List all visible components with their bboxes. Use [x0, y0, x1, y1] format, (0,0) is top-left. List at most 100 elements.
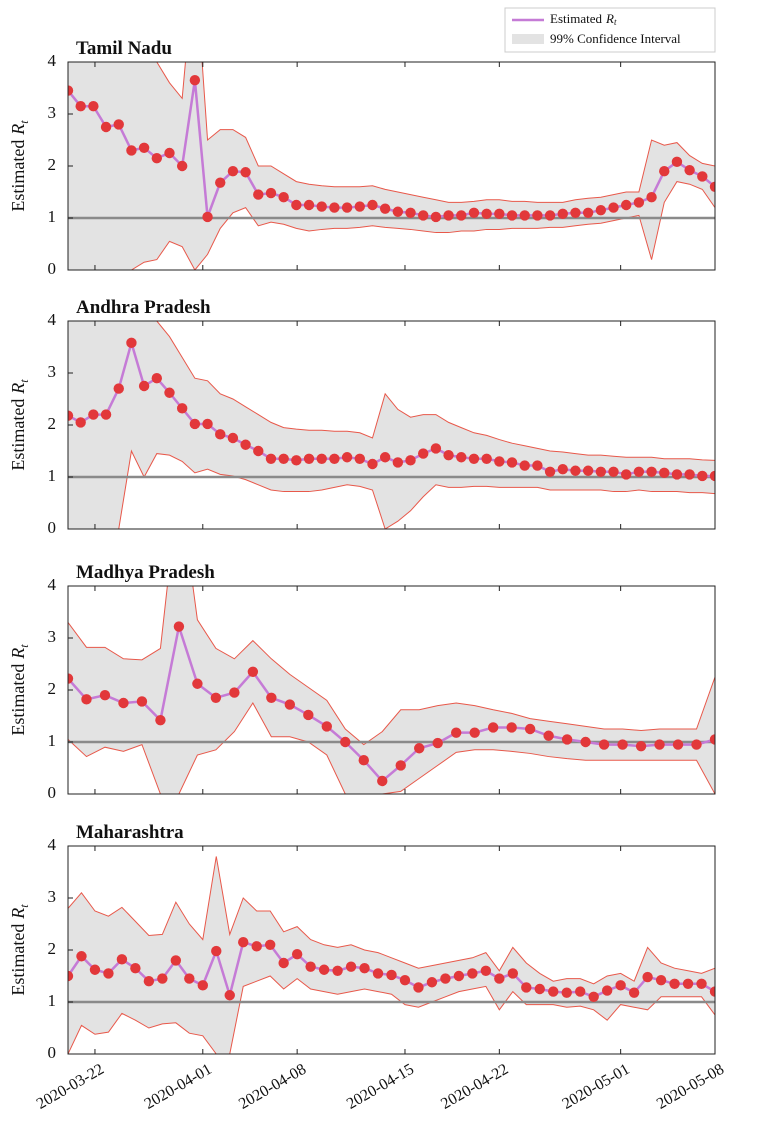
rt-point — [318, 964, 330, 975]
rt-point — [642, 971, 653, 983]
rt-point — [608, 466, 619, 477]
rt-point — [561, 987, 572, 998]
rt-point — [570, 207, 581, 218]
rt-point — [534, 983, 545, 995]
rt-point — [227, 166, 239, 177]
rt-point — [697, 171, 708, 182]
rt-point — [672, 739, 684, 750]
rt-point — [456, 452, 467, 463]
y-tick-label: 3 — [48, 362, 57, 381]
legend-band-label: 99% Confidence Interval — [550, 31, 681, 46]
rt-point — [247, 666, 259, 677]
rt-point — [709, 734, 715, 745]
rt-point — [253, 189, 264, 200]
x-tick-label: 2020-04-01 — [142, 1061, 215, 1113]
panel-title: Andhra Pradesh — [76, 297, 211, 318]
rt-point — [399, 974, 411, 986]
x-tick-label: 2020-04-08 — [236, 1061, 309, 1113]
rt-point — [655, 974, 667, 986]
rt-point — [405, 455, 416, 466]
rt-point — [684, 164, 695, 176]
rt-point — [494, 456, 505, 467]
rt-point — [68, 673, 74, 684]
band-lower-edge — [68, 975, 715, 1054]
rt-point — [519, 460, 530, 471]
rt-point — [671, 469, 683, 480]
rt-point — [468, 453, 480, 464]
rt-point — [155, 714, 166, 726]
rt-point — [443, 210, 454, 221]
rt-point — [379, 452, 391, 463]
rt-point — [143, 976, 155, 987]
rt-point — [709, 986, 715, 997]
rt-point — [81, 694, 92, 705]
plot-area — [68, 62, 715, 270]
rt-point — [211, 945, 222, 957]
rt-point — [601, 985, 613, 996]
y-axis-label: Estimated Rt — [8, 904, 31, 996]
legend-text: Estimated — [550, 11, 602, 26]
rt-point — [278, 453, 289, 464]
rt-point — [358, 755, 369, 766]
x-tick-label: 2020-05-01 — [559, 1061, 632, 1113]
rt-point — [561, 734, 573, 745]
rt-point — [303, 199, 315, 211]
rt-point — [89, 964, 101, 975]
panel: 0 1 2 3 4 Madhya Pradesh Estimated Rt — [8, 562, 716, 802]
rt-point — [367, 458, 378, 470]
y-label-symbol: R — [8, 383, 28, 395]
rt-point — [426, 977, 438, 988]
rt-point — [582, 207, 594, 218]
rt-point — [189, 75, 201, 86]
rt-point — [595, 466, 607, 477]
rt-point — [557, 464, 568, 475]
rt-point — [151, 153, 163, 164]
band-upper-edge — [156, 321, 715, 461]
rt-point — [709, 470, 715, 482]
rt-point — [544, 466, 556, 477]
rt-point — [646, 466, 657, 477]
rt-point — [682, 978, 694, 989]
rt-point — [189, 418, 201, 430]
y-tick-label: 3 — [48, 887, 57, 906]
rt-point — [481, 453, 492, 464]
rt-point — [197, 980, 208, 991]
rt-point — [468, 207, 480, 218]
rt-point — [414, 743, 425, 754]
rt-point — [215, 177, 226, 188]
rt-point — [68, 410, 74, 421]
rt-point — [628, 987, 640, 998]
y-label-symbol: R — [8, 648, 28, 660]
rt-point — [265, 453, 277, 464]
rt-point — [303, 453, 315, 464]
y-tick-label: 0 — [48, 259, 57, 278]
rt-point — [136, 696, 148, 707]
rt-point — [126, 337, 137, 349]
rt-point — [494, 973, 505, 984]
rt-point — [240, 167, 251, 178]
rt-point — [164, 147, 175, 159]
y-label-text: Estimated — [8, 399, 28, 471]
rt-point — [253, 445, 264, 457]
rt-point — [202, 418, 213, 430]
panel: 0 1 2 3 4 2020-03-22 2020-04-01 2020-04-08 2020-… — [8, 822, 727, 1113]
rt-point — [341, 202, 353, 213]
y-tick-label: 2 — [48, 155, 57, 174]
y-tick-label: 4 — [48, 575, 57, 594]
band-lower-edge — [68, 702, 715, 794]
rt-point — [633, 197, 645, 208]
rt-point — [524, 723, 536, 735]
rt-point — [697, 470, 708, 482]
rt-point — [251, 941, 262, 952]
rt-point — [103, 968, 114, 979]
rt-point — [100, 409, 112, 420]
y-label-subscript: t — [17, 644, 31, 648]
rt-point — [635, 740, 647, 752]
rt-point — [157, 973, 168, 984]
rt-point — [405, 207, 416, 218]
rt-point — [506, 210, 518, 221]
y-label-symbol: R — [8, 124, 28, 136]
rt-point — [430, 211, 442, 223]
panel-title: Tamil Nadu — [76, 38, 172, 59]
rt-point — [68, 970, 74, 982]
